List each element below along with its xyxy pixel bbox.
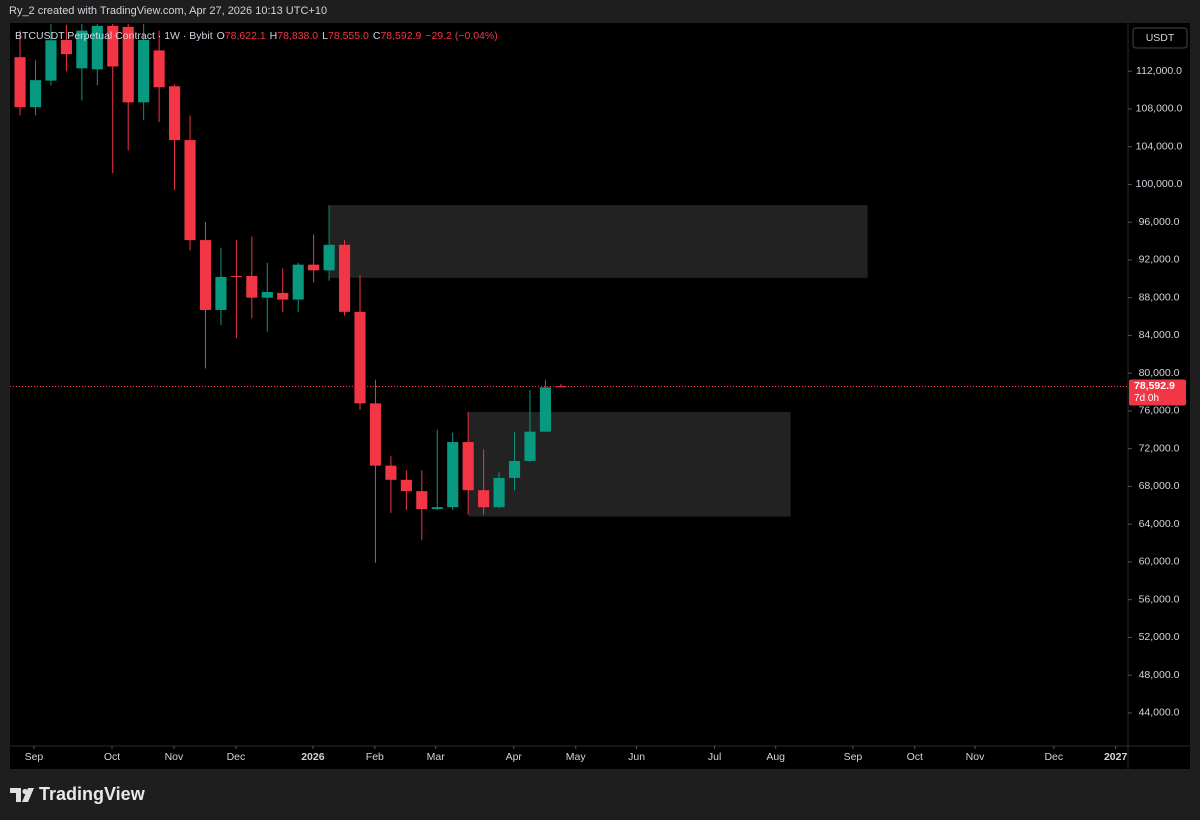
candle-body [385,465,397,480]
brand: TradingView [39,784,146,804]
candle-body [493,477,505,508]
candle-body [184,140,196,241]
x-tick-label: Oct [104,751,120,763]
legend-key: O [217,30,225,42]
legend-value: 78,592.9 [380,30,421,42]
y-tick-label: 84,000.0 [1139,329,1180,341]
y-tick-label: 48,000.0 [1139,669,1180,681]
x-tick-label: Oct [907,751,923,763]
candle-body [199,240,212,310]
legend-value: 78,838.0 [277,30,318,42]
candle-body [138,40,150,103]
candle-body [524,431,536,461]
x-tick-label: Jul [708,751,721,763]
candle-body [447,442,459,508]
y-tick-label: 112,000.0 [1136,65,1182,77]
caption: Ry_2 created with TradingView.com, Apr 2… [9,5,327,17]
y-tick-label: 104,000.0 [1136,140,1183,152]
candle-body [29,80,42,108]
y-tick-label: 88,000.0 [1139,291,1180,303]
y-tick-label: 68,000.0 [1139,480,1180,492]
x-tick-label: Jun [628,751,645,763]
legend-key: L [322,30,328,42]
candle-body [153,50,165,88]
countdown: 7d 0h [1134,393,1159,404]
legend: BTCUSDT Perpetual Contract · 1W · Bybit O… [15,30,498,42]
y-tick-label: 100,000.0 [1136,178,1183,190]
x-tick-label: Sep [25,751,44,763]
legend-key: C [373,30,381,42]
candle-body [308,264,320,271]
candle-body [107,25,119,67]
y-tick-label: 44,000.0 [1139,707,1180,719]
candle-body [400,479,412,492]
candle-body [369,403,382,466]
y-tick-label: 96,000.0 [1139,216,1180,228]
candle-body [169,86,181,141]
zone [329,205,868,278]
candle-body [292,264,304,300]
x-tick-label: Apr [506,751,523,763]
y-tick-label: 72,000.0 [1139,442,1180,454]
y-tick-label: 64,000.0 [1139,518,1180,530]
y-tick-label: 60,000.0 [1139,556,1180,568]
x-tick-label: Dec [227,751,246,763]
candle-body [122,26,134,103]
y-tick-label: 108,000.0 [1136,103,1183,115]
candle-body [478,490,490,508]
candle-body [261,292,273,298]
candle-body [215,276,227,310]
candle-body [277,292,289,300]
brand-logo [10,788,34,802]
last-price-box [1129,379,1186,406]
candle-body [354,311,366,404]
x-tick-label: Mar [427,751,446,763]
y-tick-label: 76,000.0 [1139,405,1180,417]
candle-body [230,275,242,277]
candle-body [246,275,258,298]
currency[interactable]: USDT [1146,32,1175,44]
y-tick-label: 92,000.0 [1139,254,1180,266]
currency-button[interactable] [1132,27,1188,49]
candle-body [45,40,57,81]
candle-body [338,244,351,312]
candle-body [416,491,428,510]
candle-body [76,30,88,69]
x-tick-label: Dec [1044,751,1063,763]
candle-body [555,386,567,388]
zone [468,411,791,517]
candle-body [431,507,443,510]
plot [14,24,868,563]
last-price-label: 78,592.9 [1134,380,1175,392]
symbol: BTCUSDT Perpetual Contract · 1W · Bybit [15,30,213,42]
legend-value: 78,555.0 [328,30,369,42]
candle-body [462,442,474,491]
y-tick-label: 80,000.0 [1139,367,1180,379]
candle-body [323,244,335,271]
legend-change: −29.2 (−0.04%) [425,30,497,42]
chart-pane [10,23,1190,769]
x-tick-label: Sep [844,751,863,763]
x-tick-label: Feb [366,751,384,763]
x-tick-label: Nov [966,751,985,763]
x-tick-label: 2027 [1104,751,1128,763]
x-tick-label: 2026 [301,751,325,763]
candle-body [508,460,521,478]
legend-value: 78,622.1 [225,30,266,42]
legend-key: H [270,30,278,42]
x-tick-label: Aug [766,751,785,763]
candle-body [91,25,103,70]
x-tick-label: May [566,751,587,763]
candle-body [14,57,26,108]
x-tick-label: Nov [165,751,184,763]
y-tick-label: 52,000.0 [1139,631,1180,643]
candle-body [539,387,551,432]
candle-body [60,40,72,55]
y-tick-label: 56,000.0 [1139,593,1180,605]
